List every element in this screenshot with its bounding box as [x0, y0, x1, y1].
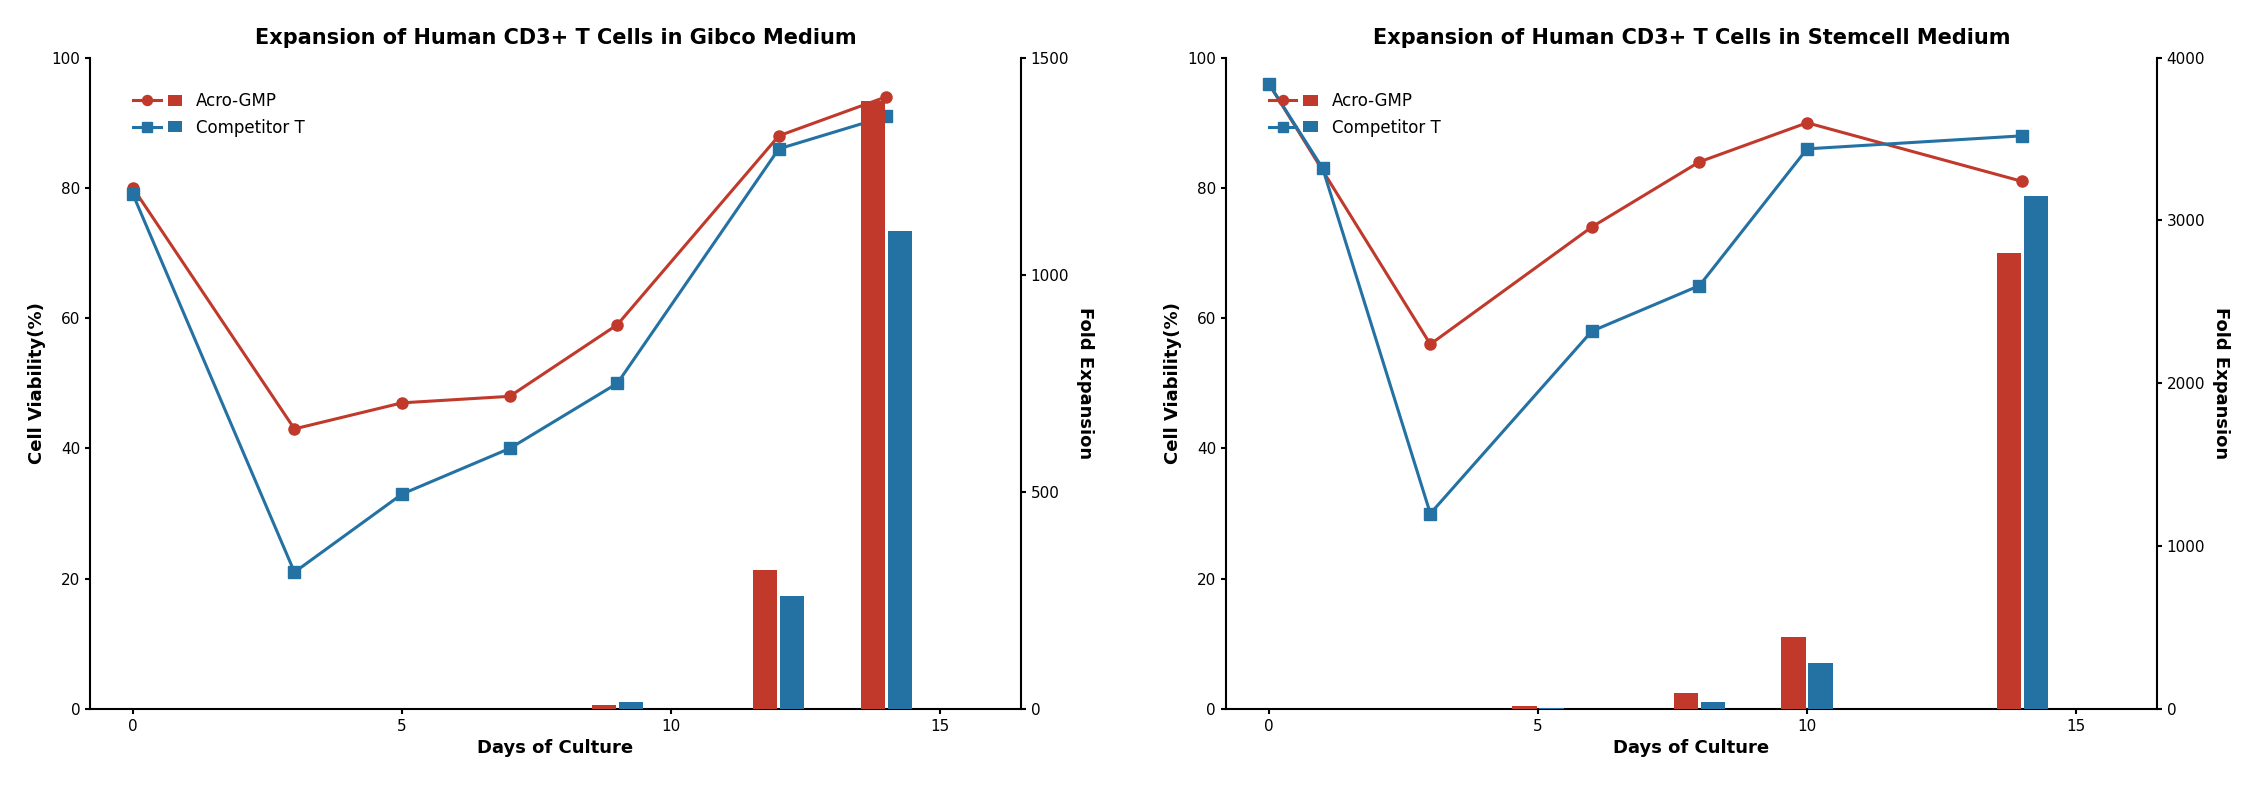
Bar: [592, 705, 616, 709]
Bar: [1996, 253, 2021, 709]
Y-axis label: Cell Viability(%): Cell Viability(%): [27, 302, 45, 464]
Bar: [860, 101, 885, 709]
Bar: [1540, 708, 1563, 709]
Bar: [1673, 692, 1698, 709]
Bar: [1782, 637, 1806, 709]
Bar: [754, 570, 777, 709]
Title: Expansion of Human CD3+ T Cells in Gibco Medium: Expansion of Human CD3+ T Cells in Gibco…: [255, 27, 856, 48]
Title: Expansion of Human CD3+ T Cells in Stemcell Medium: Expansion of Human CD3+ T Cells in Stemc…: [1373, 27, 2010, 48]
Bar: [1700, 703, 1725, 709]
Y-axis label: Fold Expansion: Fold Expansion: [1077, 307, 1095, 459]
Y-axis label: Cell Viability(%): Cell Viability(%): [1163, 302, 1181, 464]
Legend: Acro-GMP, Competitor T: Acro-GMP, Competitor T: [126, 86, 312, 143]
Bar: [619, 703, 644, 709]
X-axis label: Days of Culture: Days of Culture: [1612, 739, 1770, 758]
X-axis label: Days of Culture: Days of Culture: [476, 739, 634, 758]
Legend: Acro-GMP, Competitor T: Acro-GMP, Competitor T: [1262, 86, 1447, 143]
Bar: [887, 232, 912, 709]
Bar: [1809, 663, 1833, 709]
Bar: [1513, 706, 1538, 709]
Y-axis label: Fold Expansion: Fold Expansion: [2213, 307, 2231, 459]
Bar: [781, 596, 804, 709]
Bar: [2023, 196, 2048, 709]
